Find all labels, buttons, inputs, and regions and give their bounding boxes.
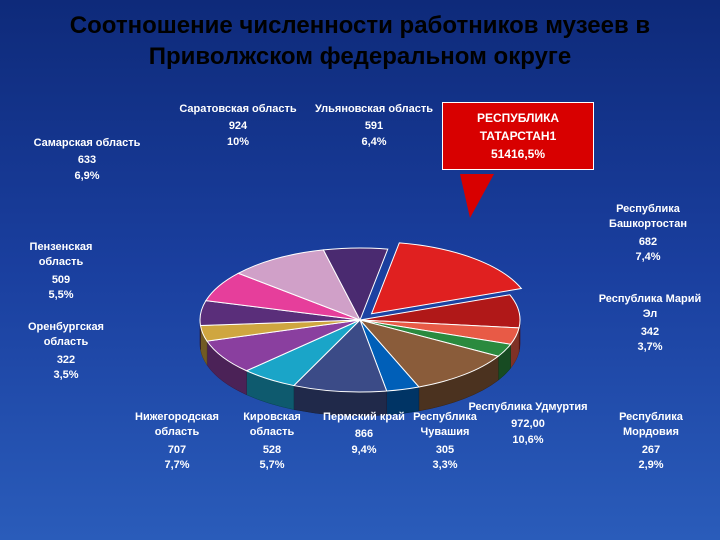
slice-pct: 16,5% [511, 147, 545, 161]
slice-value: 591 [314, 119, 434, 134]
slice-value: 342 [590, 325, 710, 340]
slice-pct: 5,5% [6, 288, 116, 303]
slice-pct: 9,4% [314, 443, 414, 458]
slice-pct: 2,9% [596, 458, 706, 473]
slice-name: Нижегородская область [112, 410, 242, 441]
slice-label: Республика Мордовия 2672,9% [596, 410, 706, 474]
slice-name: Оренбургская область [6, 320, 126, 351]
slice-value: 322 [6, 353, 126, 368]
slice-label: Пензенская область 5095,5% [6, 240, 116, 304]
slice-name: Самарская область [32, 136, 142, 151]
pie-chart: РЕСПУБЛИКА ТАТАРСТАН1 51416,5%Республика… [0, 110, 720, 530]
slice-value: 924 [178, 119, 298, 134]
slice-pct: 6,9% [32, 169, 142, 184]
slice-name: Республика Башкортостан [588, 202, 708, 233]
slice-name: РЕСПУБЛИКА ТАТАРСТАН [477, 111, 559, 143]
slice-pct: 6,4% [314, 135, 434, 150]
slice-label: Саратовская область 92410% [178, 102, 298, 150]
slice-label: Республика Башкортостан 6827,4% [588, 202, 708, 266]
slice-value: 707 [112, 443, 242, 458]
slice-pct: 7,7% [112, 458, 242, 473]
slice-pct: 3,3% [390, 458, 500, 473]
slice-value: 866 [314, 427, 414, 442]
slice-name: Пензенская область [6, 240, 116, 271]
slice-label: Нижегородская область 7077,7% [112, 410, 242, 474]
slice-label: Пермский край 8669,4% [314, 410, 414, 458]
slice-value: 633 [32, 153, 142, 168]
callout-tail [460, 174, 494, 218]
slice-label: Самарская область 6336,9% [32, 136, 142, 184]
slice-name: Пермский край [314, 410, 414, 425]
slice-label: РЕСПУБЛИКА ТАТАРСТАН1 51416,5% [442, 102, 594, 170]
slice-pct: 3,7% [590, 340, 710, 355]
slice-value: 682 [588, 235, 708, 250]
slice-label: Республика Марий Эл 3423,7% [590, 292, 710, 356]
slice-name: Республика Марий Эл [590, 292, 710, 323]
slice-name: Саратовская область [178, 102, 298, 117]
slice-value: 267 [596, 443, 706, 458]
slice-name: Ульяновская область [314, 102, 434, 117]
slice-label: Ульяновская область 5916,4% [314, 102, 434, 150]
slice-value: 509 [6, 273, 116, 288]
slice-label: Оренбургская область 3223,5% [6, 320, 126, 384]
slice-pct: 10% [178, 135, 298, 150]
page-title: Соотношение численности работников музее… [0, 0, 720, 72]
slice-pct: 7,4% [588, 250, 708, 265]
slice-pct: 3,5% [6, 368, 126, 383]
slice-name: Республика Мордовия [596, 410, 706, 441]
